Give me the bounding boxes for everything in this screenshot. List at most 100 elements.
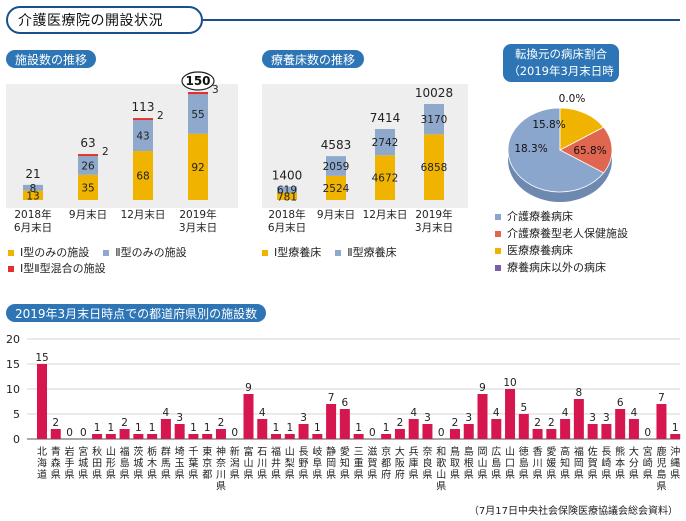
data-label: 1 xyxy=(107,422,114,434)
x-tick-label: 県 xyxy=(106,469,116,481)
x-tick-label: 9月末日 xyxy=(317,208,355,221)
bar xyxy=(532,429,543,439)
bar xyxy=(339,409,350,439)
x-tick-label: 形 xyxy=(106,458,116,470)
x-tick-label: 馬 xyxy=(161,458,171,470)
x-tick-label: 福 xyxy=(574,445,584,458)
data-label: 2 xyxy=(121,417,128,429)
data-label: 4 xyxy=(410,407,417,419)
x-tick-label: 県 xyxy=(505,469,515,481)
x-tick-label: 崎 xyxy=(601,457,611,470)
x-tick-label: 島 xyxy=(519,457,529,470)
data-label: 3 xyxy=(603,412,610,424)
x-tick-label: 2019年 xyxy=(179,208,216,221)
page-title: 介護医療院の開設状況 xyxy=(6,6,203,34)
x-tick-label: 佐 xyxy=(588,446,598,458)
y-tick-label: 20 xyxy=(6,333,20,346)
x-tick-label: 崎 xyxy=(643,457,653,470)
bar xyxy=(133,434,144,439)
x-tick-label: 県 xyxy=(188,469,198,481)
bar xyxy=(518,414,529,439)
data-label: 2 xyxy=(397,417,404,429)
bar xyxy=(353,434,364,439)
y-tick-label: 0 xyxy=(13,433,20,446)
bar xyxy=(422,424,433,439)
x-tick-label: 山 xyxy=(478,458,488,470)
bar xyxy=(601,424,612,439)
x-tick-label: 長 xyxy=(299,446,309,458)
bar xyxy=(174,424,185,439)
x-tick-label: 徳 xyxy=(519,445,529,458)
bar xyxy=(505,389,516,439)
data-label: 0 xyxy=(66,427,73,439)
data-label: 1 xyxy=(672,422,679,434)
data-label: 7 xyxy=(328,392,335,404)
x-tick-label: 岐 xyxy=(312,445,322,458)
x-tick-label: 府 xyxy=(395,468,405,481)
pie-depth xyxy=(508,118,612,202)
x-tick-label: 福 xyxy=(271,445,281,458)
x-tick-label: 山 xyxy=(505,446,515,458)
x-tick-label: 秋 xyxy=(92,445,102,458)
x-tick-label: 奈 xyxy=(216,457,226,470)
x-tick-label: 滋 xyxy=(367,445,377,458)
data-label: 1 xyxy=(135,422,142,434)
x-tick-label: 栃 xyxy=(147,445,157,458)
data-label: 4 xyxy=(562,407,569,419)
x-tick-label: 京 xyxy=(381,445,391,458)
bar xyxy=(449,429,460,439)
x-tick-label: 山 xyxy=(106,446,116,458)
x-tick-label: 玉 xyxy=(175,459,185,470)
data-label: 10 xyxy=(503,377,516,389)
x-tick-label: 井 xyxy=(271,457,281,470)
bar xyxy=(560,419,571,439)
bar xyxy=(284,434,295,439)
x-tick-label: 県 xyxy=(491,469,501,481)
x-tick-label: 広 xyxy=(491,445,501,458)
y-tick-label: 5 xyxy=(13,408,20,421)
beds-legend: Ⅰ型療養床 Ⅱ型療養床 xyxy=(262,245,397,261)
x-tick-label: 県 xyxy=(271,469,281,481)
x-tick-label: 茨 xyxy=(133,445,143,458)
x-tick-label: 石 xyxy=(257,447,267,458)
x-tick-label: 県 xyxy=(133,469,143,481)
x-tick-label: 沖 xyxy=(670,445,680,458)
x-tick-label: 愛 xyxy=(340,445,350,458)
data-label: 4 xyxy=(259,407,266,419)
bar xyxy=(670,434,681,439)
x-tick-label: 県 xyxy=(367,469,377,481)
bar xyxy=(587,424,598,439)
x-tick-label: 県 xyxy=(560,469,570,481)
bar xyxy=(408,419,419,439)
x-tick-label: 県 xyxy=(92,469,102,481)
x-tick-label: 歌 xyxy=(436,457,446,470)
x-tick-label: 県 xyxy=(670,469,680,481)
x-tick-label: 高 xyxy=(560,445,570,458)
x-tick-label: 北 xyxy=(37,446,47,458)
facilities-chart-bg xyxy=(6,84,238,208)
bar xyxy=(119,429,130,439)
bar xyxy=(298,424,309,439)
x-tick-label: 県 xyxy=(326,469,336,481)
x-tick-label: 熊 xyxy=(615,445,625,458)
bar xyxy=(202,434,213,439)
y-tick-label: 10 xyxy=(6,383,20,396)
section-prefecture-title: 2019年3月末日時点での都道府県別の施設数 xyxy=(6,304,267,322)
x-tick-label: 梨 xyxy=(285,457,295,470)
x-tick-label: 三 xyxy=(354,447,364,458)
beds-chart-bg xyxy=(262,84,468,208)
data-label: 6 xyxy=(342,397,349,409)
pie-legend: 介護療養病床 介護療養型老人保健施設 医療療養病床 療養病床以外の病床 xyxy=(495,208,628,276)
x-tick-label: 県 xyxy=(257,469,267,481)
legend-item: Ⅰ型のみの施設 Ⅱ型のみの施設 xyxy=(8,245,187,261)
x-tick-label: 県 xyxy=(175,469,185,481)
x-tick-label: 県 xyxy=(230,469,240,481)
bar xyxy=(463,424,474,439)
x-tick-label: 山 xyxy=(436,469,446,481)
bar xyxy=(37,364,47,439)
x-tick-label: 県 xyxy=(216,481,226,493)
x-tick-label: 取 xyxy=(450,458,460,470)
data-label: 1 xyxy=(273,422,280,434)
pie-label: 18.3% xyxy=(514,143,547,155)
data-label: 1 xyxy=(190,422,197,434)
